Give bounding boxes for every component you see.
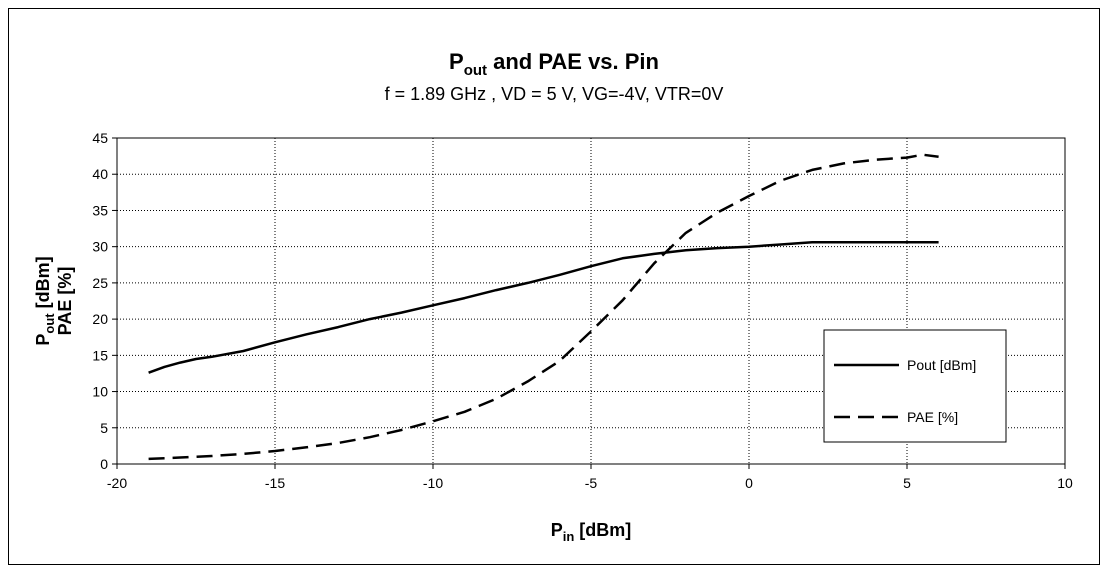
y-tick-label: 45 [92, 130, 108, 146]
tick-layer: 0 5 10 15 20 25 30 35 40 45 -20 -15 -10 -5 0 5 10 [92, 130, 1073, 491]
x-axis-label: Pin [dBm] [551, 520, 632, 544]
series-line-pae [148, 153, 939, 461]
chart-title-sub: out [464, 62, 487, 79]
legend-label-pae: PAE [%] [907, 409, 958, 425]
legend-label-pout: Pout [dBm] [907, 357, 976, 373]
y-tick-label: 5 [100, 420, 108, 436]
legend: Pout [dBm] PAE [%] [823, 329, 1007, 443]
y-tick-label: 30 [92, 239, 108, 255]
series-layer [148, 153, 939, 461]
x-tick-label: 10 [1057, 475, 1073, 491]
y-axis-label-line2: PAE [%] [55, 267, 75, 336]
chart-svg: Pout and PAE vs. Pin f = 1.89 GHz , VD =… [33, 49, 1073, 544]
chart-title: Pout and PAE vs. Pin [449, 49, 659, 79]
y-tick-label: 35 [92, 202, 108, 218]
chart-title-rest: and PAE vs. Pin [487, 49, 659, 74]
y-tick-label: 20 [92, 311, 108, 327]
y-axis-label-line1: Pout [dBm] [33, 256, 57, 345]
series-line-pout [148, 241, 939, 374]
x-tick-label: -15 [265, 475, 285, 491]
y-tick-label: 10 [92, 384, 108, 400]
y-tick-label: 0 [100, 456, 108, 472]
y-axis-label-line1-sub: out [42, 313, 57, 334]
y-tick-label: 25 [92, 275, 108, 291]
x-tick-label: -10 [423, 475, 443, 491]
x-tick-label: 5 [903, 475, 911, 491]
x-tick-label: -5 [585, 475, 598, 491]
legend-box [823, 329, 1007, 443]
y-tick-label: 40 [92, 166, 108, 182]
chart-subtitle: f = 1.89 GHz , VD = 5 V, VG=-4V, VTR=0V [385, 84, 724, 104]
chart-title-main: P [449, 49, 464, 74]
y-axis-label-line1-rest: [dBm] [33, 256, 53, 313]
x-tick-label: -20 [107, 475, 127, 491]
y-tick-label: 15 [92, 347, 108, 363]
grid-layer [117, 138, 1065, 464]
x-tick-label: 0 [745, 475, 753, 491]
chart-frame: Pout and PAE vs. Pin f = 1.89 GHz , VD =… [8, 8, 1100, 565]
x-axis-label-main: P [551, 520, 563, 540]
y-axis-label-line1-main: P [33, 334, 53, 346]
x-axis-label-rest: [dBm] [574, 520, 631, 540]
x-axis-label-sub: in [563, 529, 575, 544]
